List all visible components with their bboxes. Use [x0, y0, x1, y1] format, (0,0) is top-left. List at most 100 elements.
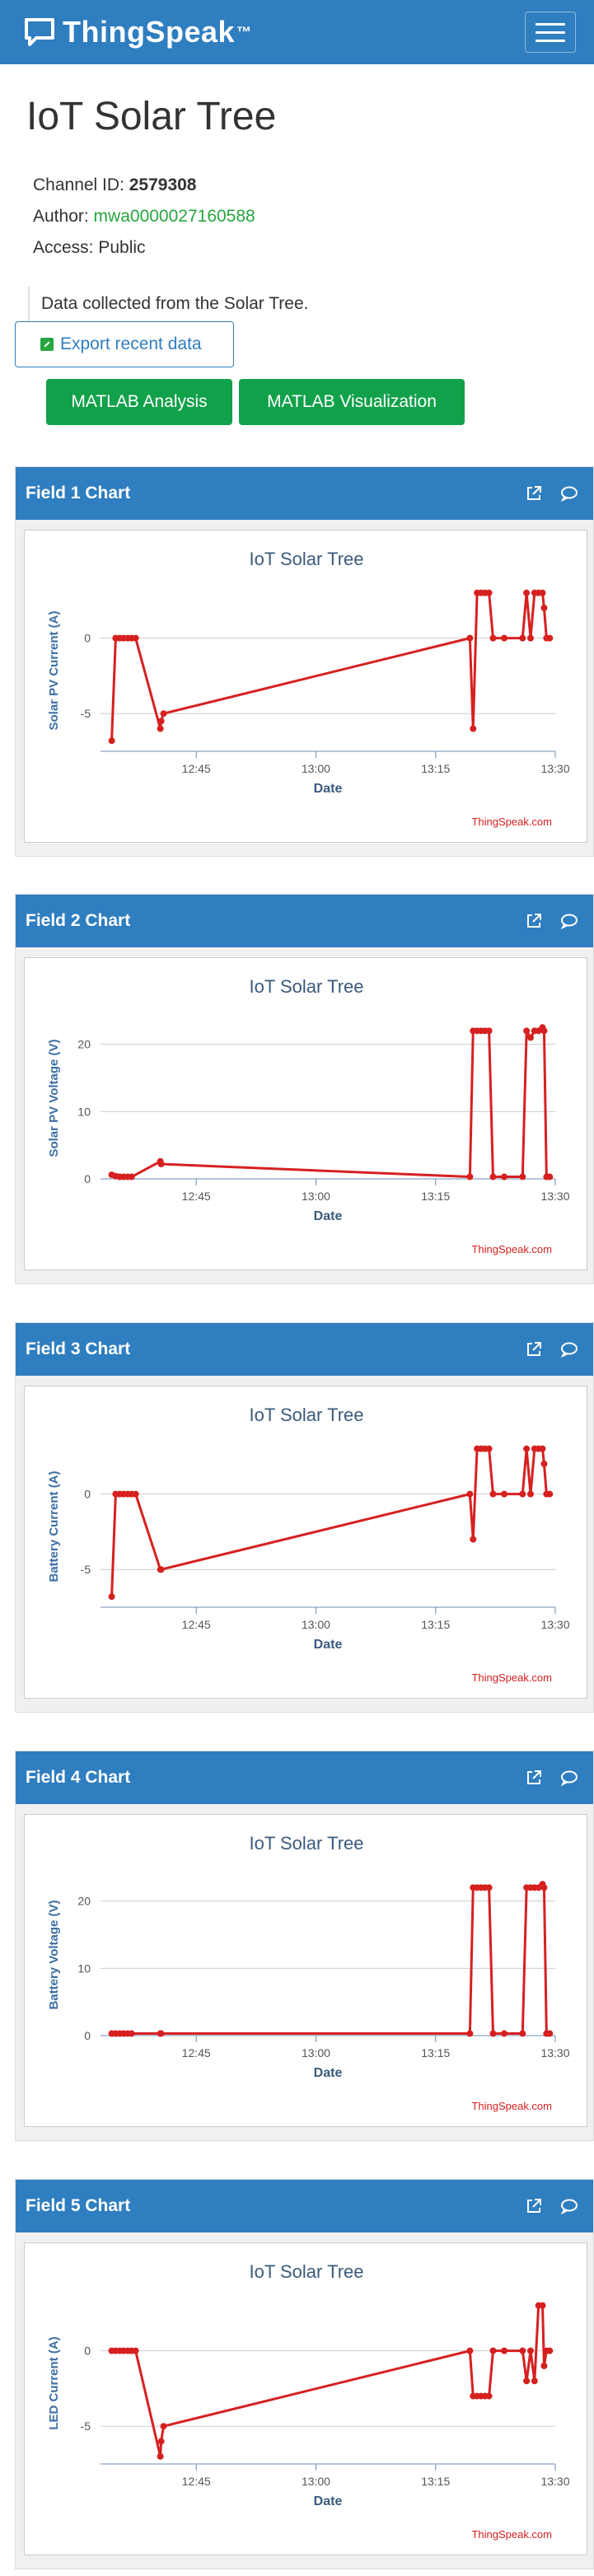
y-tick-label: -5 — [81, 707, 91, 720]
data-point — [485, 2392, 493, 2400]
data-point — [519, 2030, 526, 2037]
x-tick-label: 13:00 — [302, 1190, 330, 1203]
panel-header: Field 4 Chart — [16, 1751, 593, 1804]
external-link-icon[interactable] — [526, 485, 542, 502]
chart-credit: ThingSpeak.com — [471, 816, 552, 828]
line-chart: IoT Solar Tree 0 -5 12:45 13:00 13:15 13:30 Dat… — [47, 549, 570, 828]
y-tick-label: 10 — [77, 1105, 91, 1118]
field-chart-panel: Field 4 Chart IoT Solar Tree 20 10 0 12:45 13:… — [15, 1751, 594, 2141]
data-point — [546, 2030, 554, 2037]
panel-actions — [526, 2198, 578, 2214]
data-point — [466, 2347, 474, 2354]
comment-icon[interactable] — [560, 485, 578, 502]
data-point — [489, 1173, 497, 1180]
field-chart-panel: Field 5 Chart IoT Solar Tree 0 -5 12:45 13:00… — [15, 2179, 594, 2569]
chart-credit: ThingSpeak.com — [471, 1671, 552, 1684]
data-point — [526, 634, 534, 642]
data-point — [523, 2377, 531, 2385]
x-tick-label: 13:00 — [302, 2475, 330, 2488]
data-point — [485, 1884, 493, 1891]
data-point — [132, 1490, 139, 1498]
line-chart: IoT Solar Tree 0 -5 12:45 13:00 13:15 13:30 Dat… — [47, 2261, 570, 2541]
data-point — [157, 1161, 165, 1168]
data-point — [157, 2438, 165, 2445]
data-point — [501, 634, 508, 642]
series-line — [110, 1447, 550, 1597]
data-point — [501, 2030, 508, 2037]
author-link[interactable]: mwa0000027160588 — [93, 207, 255, 226]
series-line — [111, 1882, 550, 2036]
chart-frame[interactable]: IoT Solar Tree 0 -5 12:45 13:00 13:15 13:30 Dat… — [24, 1386, 587, 1699]
channel-meta: Channel ID: 2579308 Author: mwa000002716… — [33, 170, 594, 264]
menu-toggle-button[interactable] — [525, 12, 576, 53]
chart-credit: ThingSpeak.com — [471, 1243, 552, 1255]
data-point — [546, 1490, 554, 1498]
matlab-visualization-button[interactable]: MATLAB Visualization — [239, 379, 465, 425]
data-point — [470, 1536, 477, 1543]
x-tick-label: 12:45 — [182, 1618, 211, 1631]
data-point — [546, 1173, 554, 1180]
channel-author: Author: mwa0000027160588 — [33, 207, 255, 226]
y-tick-label: -5 — [81, 2419, 91, 2433]
panel-header: Field 2 Chart — [16, 895, 593, 947]
panel-body: IoT Solar Tree 20 10 0 12:45 13:00 13:15 13:30 D… — [16, 947, 593, 1283]
data-point — [108, 1593, 115, 1601]
comment-icon[interactable] — [560, 2198, 578, 2214]
chart-title: IoT Solar Tree — [250, 976, 364, 997]
comment-icon[interactable] — [560, 913, 578, 929]
chart-title: IoT Solar Tree — [250, 1833, 364, 1854]
external-link-icon[interactable] — [526, 1770, 542, 1786]
comment-icon[interactable] — [560, 1341, 578, 1358]
data-point — [523, 1445, 531, 1452]
x-tick-label: 13:15 — [421, 2475, 450, 2488]
x-tick-label: 13:15 — [421, 1618, 450, 1631]
x-axis-label: Date — [314, 1209, 343, 1223]
panel-title: Field 5 Chart — [26, 2196, 131, 2215]
page-title: IoT Solar Tree — [26, 95, 277, 138]
x-tick-label: 13:30 — [540, 2475, 569, 2488]
data-point — [523, 1027, 531, 1035]
comment-icon[interactable] — [560, 1770, 578, 1786]
matlab-analysis-button[interactable]: MATLAB Analysis — [46, 379, 232, 425]
external-link-icon[interactable] — [526, 1341, 542, 1358]
panel-actions — [526, 1341, 578, 1358]
panel-actions — [526, 1770, 578, 1786]
data-point — [540, 604, 548, 611]
x-tick-label: 12:45 — [182, 2475, 211, 2488]
external-link-icon[interactable] — [526, 2198, 542, 2214]
thingspeak-logo[interactable]: ThingSpeak ™ — [23, 15, 252, 49]
external-link-icon[interactable] — [526, 913, 542, 929]
data-point — [531, 2377, 538, 2385]
export-button[interactable]: Export recent data — [15, 321, 234, 367]
chart-frame[interactable]: IoT Solar Tree 20 10 0 12:45 13:00 13:15 13:30 D… — [24, 957, 587, 1270]
x-tick-label: 13:15 — [421, 2046, 450, 2059]
data-point — [132, 2347, 139, 2354]
series-line — [111, 2304, 550, 2458]
panel-title: Field 2 Chart — [26, 911, 131, 930]
data-point — [485, 1027, 493, 1035]
y-tick-label: 20 — [77, 1038, 91, 1051]
y-tick-label: 0 — [84, 2345, 91, 2358]
channel-id: Channel ID: 2579308 — [33, 175, 197, 194]
y-tick-label: 0 — [84, 1488, 91, 1501]
panel-actions — [526, 485, 578, 502]
data-point — [489, 2347, 497, 2354]
data-point — [485, 1445, 493, 1452]
chart-frame[interactable]: IoT Solar Tree 0 -5 12:45 13:00 13:15 13:30 Dat… — [24, 530, 587, 843]
speech-bubble-icon — [25, 18, 54, 46]
chart-frame[interactable]: IoT Solar Tree 20 10 0 12:45 13:00 13:15 13:30 D… — [24, 1814, 587, 2127]
data-point — [470, 725, 477, 732]
data-point — [501, 2347, 508, 2354]
data-point — [489, 1490, 497, 1498]
panel-title: Field 4 Chart — [26, 1768, 131, 1787]
data-point — [519, 634, 526, 642]
chart-frame[interactable]: IoT Solar Tree 0 -5 12:45 13:00 13:15 13:30 Dat… — [24, 2242, 587, 2555]
data-point — [108, 737, 115, 745]
x-tick-label: 12:45 — [182, 1190, 211, 1203]
panel-actions — [526, 913, 578, 929]
x-axis-label: Date — [314, 2494, 343, 2508]
y-tick-label: 10 — [77, 1961, 91, 1975]
data-point — [157, 725, 164, 732]
matlab-buttons: MATLAB Analysis MATLAB Visualization — [46, 379, 594, 425]
y-tick-label: 0 — [84, 2029, 91, 2042]
